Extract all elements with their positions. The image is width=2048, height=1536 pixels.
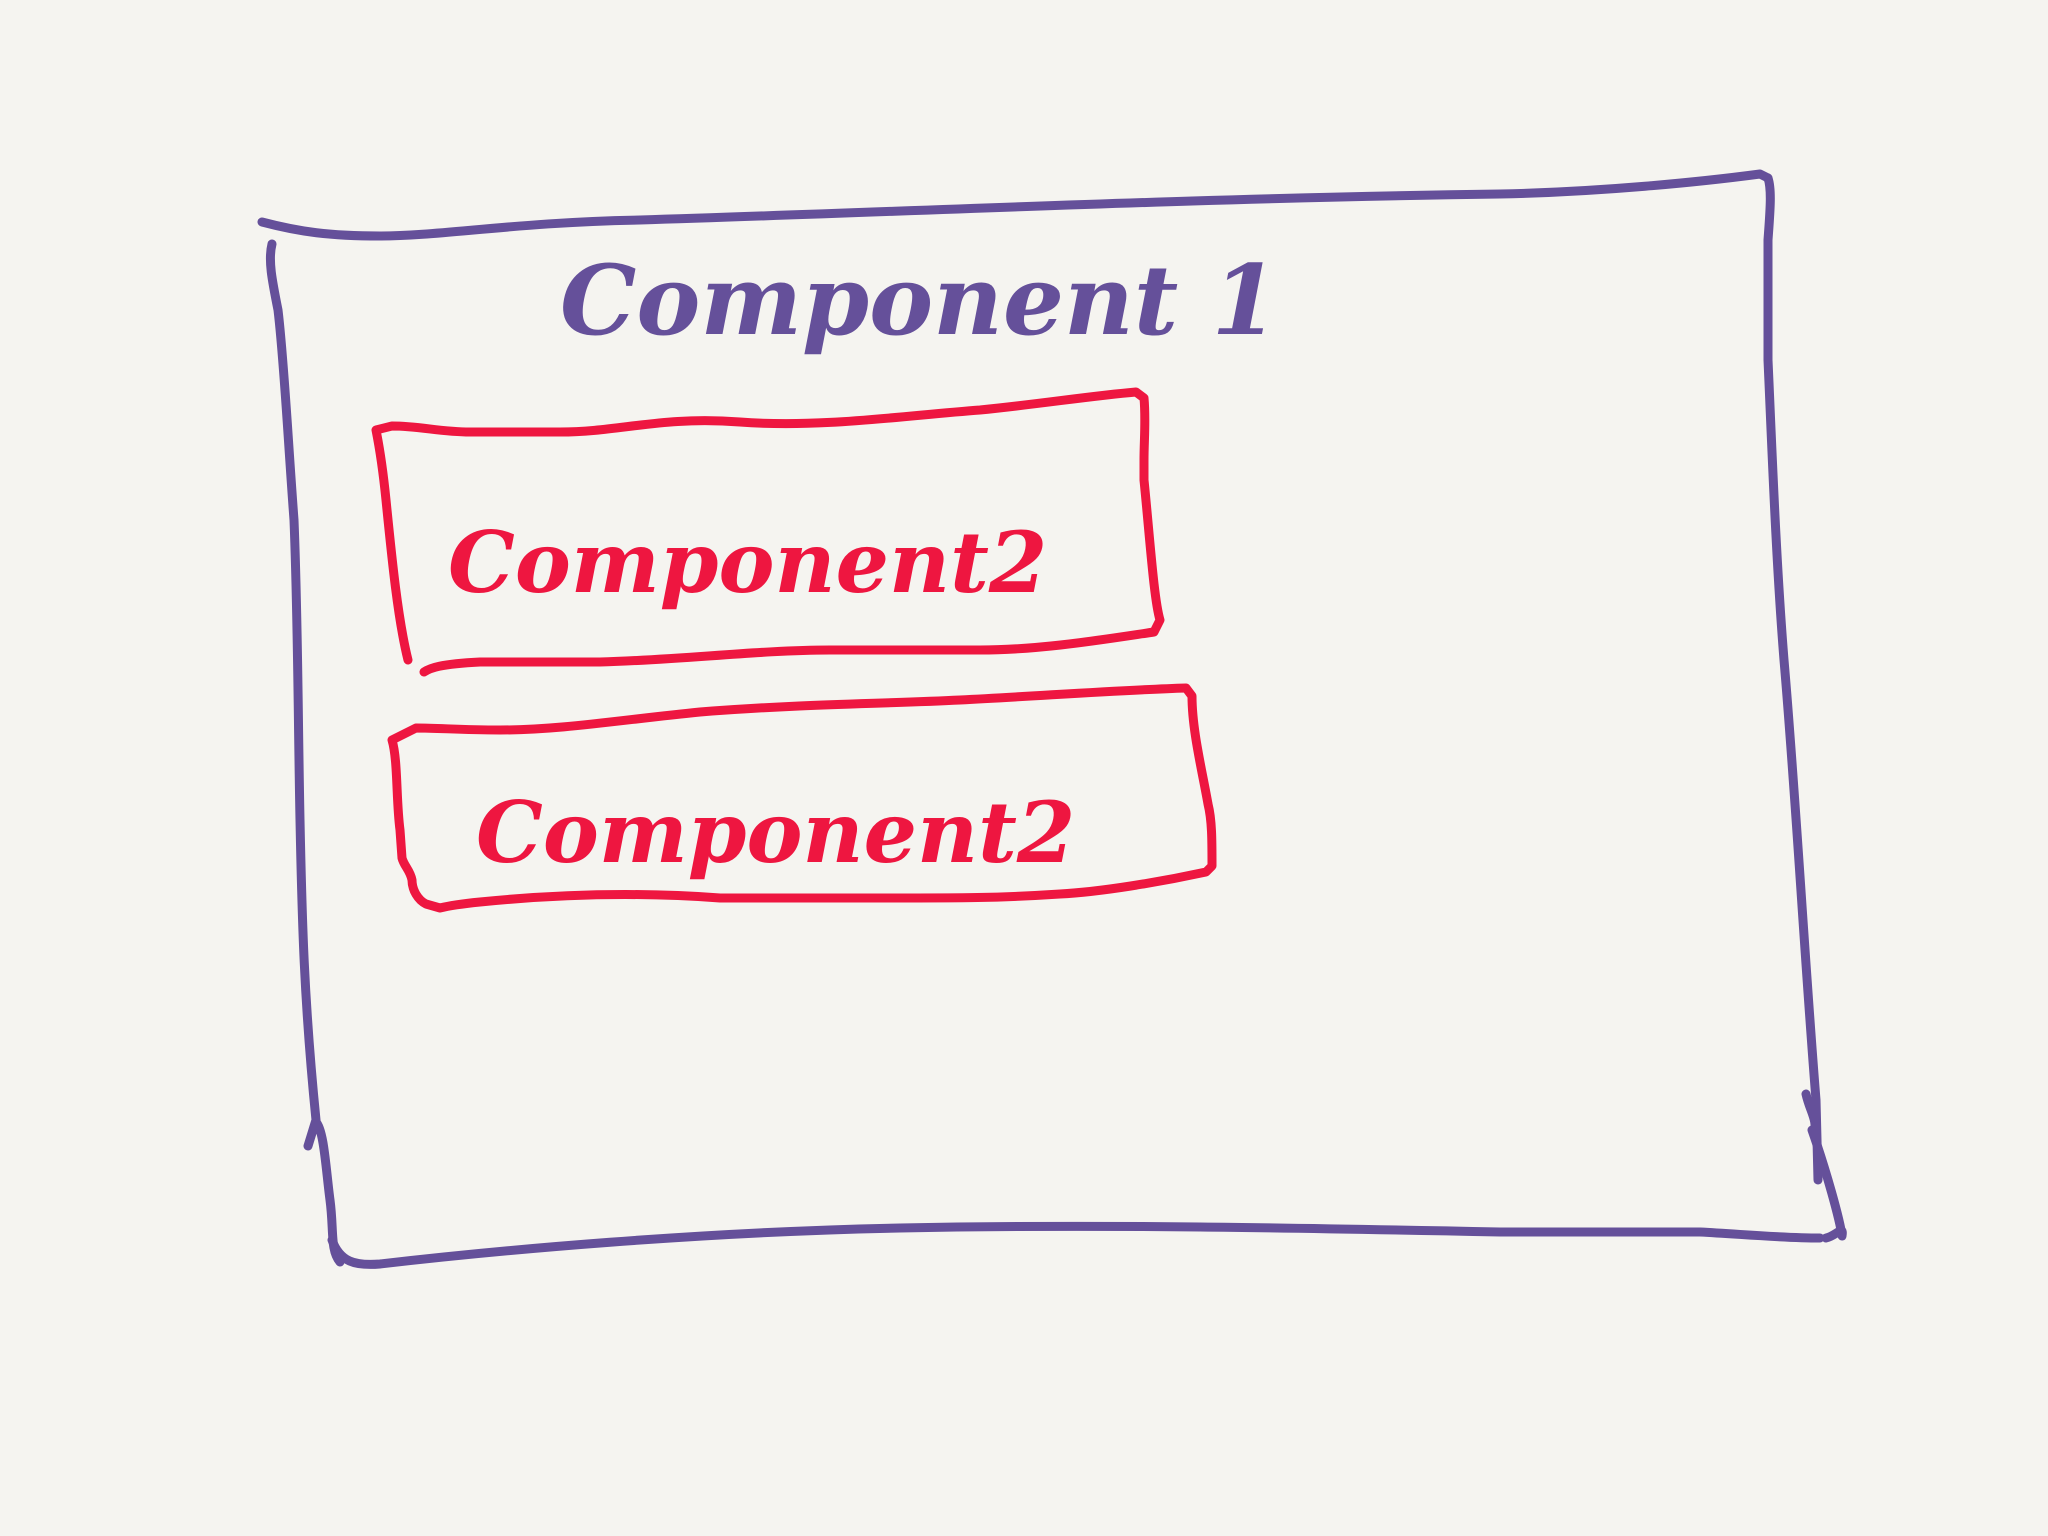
- inner-component-label-2: Component2: [476, 783, 1075, 882]
- outer-box-bottom-right-curl: [1806, 1094, 1842, 1238]
- inner-component-label-1: Component2: [448, 513, 1047, 612]
- outer-box-top-edge: [262, 174, 1768, 236]
- outer-box-right-edge: [1768, 178, 1818, 1180]
- outer-box-left-edge: [270, 244, 316, 1146]
- outer-box-bottom-edge: [332, 1226, 1820, 1264]
- outer-component-label: Component 1: [560, 244, 1278, 357]
